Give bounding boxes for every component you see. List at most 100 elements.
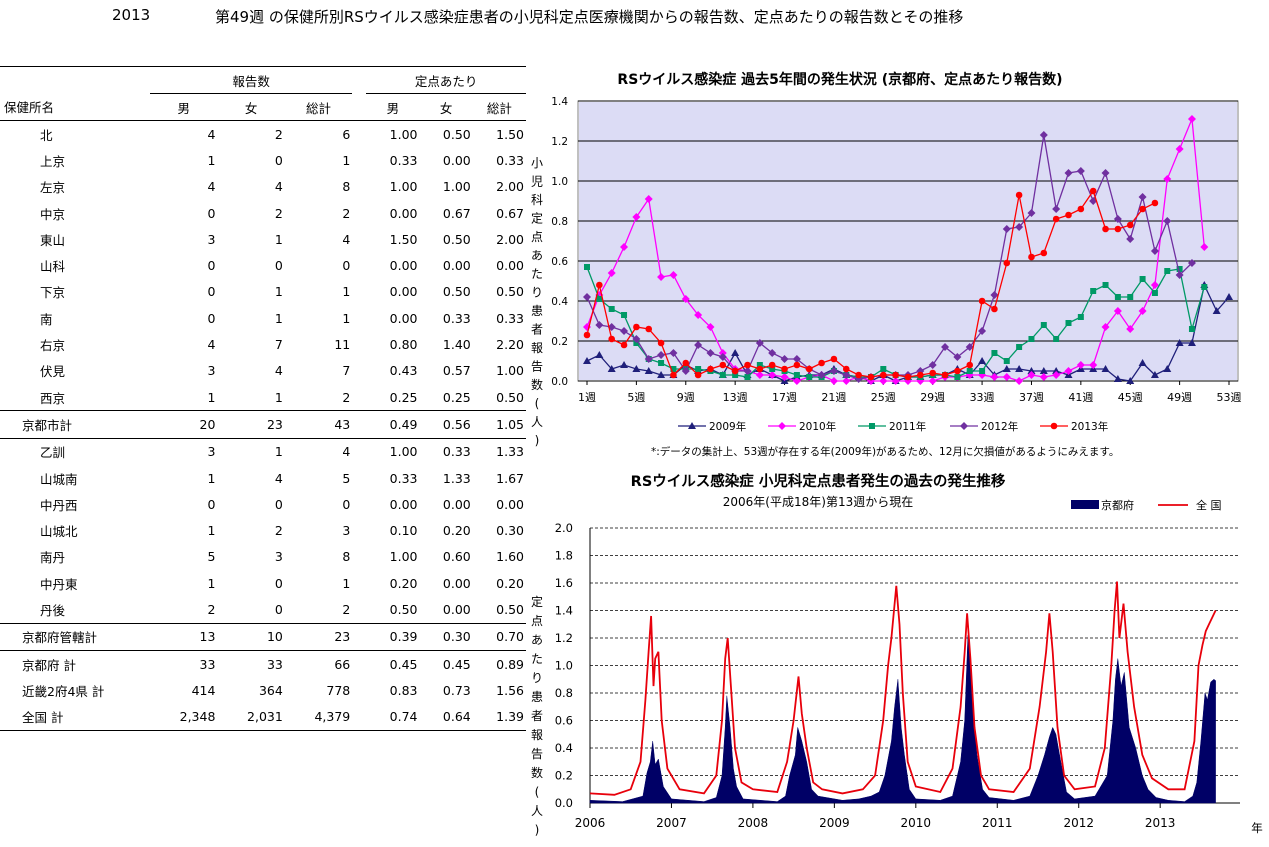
chart1-point: [768, 349, 777, 357]
cell-per-pt: 1.56: [496, 682, 524, 698]
chart1-point: [1076, 361, 1085, 369]
cell-per-pf: 0.33: [442, 444, 471, 460]
chart1-point: [744, 361, 751, 369]
cell-count-t: 5: [342, 470, 351, 486]
cell-per-pf: 0.33: [442, 310, 471, 326]
chart1-point: [1002, 225, 1011, 233]
table-row: 右京 4 7 11 0.80 1.40 2.20: [0, 331, 526, 357]
chart1-point: [928, 377, 937, 385]
cell-gap: [352, 703, 367, 731]
chart1-point: [1187, 339, 1196, 346]
cell-per-pm: 0.83: [389, 682, 418, 698]
cell-per-pm: 0.20: [389, 575, 418, 591]
chart1-point: [694, 371, 702, 379]
table-row: 京都府 計 33 33 66 0.45 0.45 0.89: [0, 650, 526, 677]
chart1-point: [768, 361, 776, 369]
chart1-point: [1188, 326, 1195, 332]
chart1-point: [620, 341, 628, 349]
cell-count-m: 2,348: [150, 703, 218, 731]
table-row: 左京 4 4 8 1.00 1.00 2.00: [0, 174, 526, 200]
chart1-point: [1175, 339, 1184, 346]
chart1-point: [941, 371, 949, 379]
chart1-point: [670, 371, 677, 379]
chart1-point: [1015, 223, 1024, 231]
cell-count-f: 1: [274, 310, 283, 326]
row-name: 北: [40, 127, 53, 143]
chart1-point: [1016, 344, 1023, 350]
chart1-point: [681, 295, 690, 303]
cell-name: 山城南: [0, 465, 150, 491]
cell-count-f: 2,031: [217, 703, 285, 731]
cell-per-pt: 1.05: [472, 410, 526, 439]
cell-per-pf: 0.00: [442, 152, 471, 168]
chart1-point: [941, 343, 950, 351]
chart1-y-tick-label: 1.4: [551, 96, 568, 108]
cell-name: 中丹東: [0, 570, 150, 596]
chart1-point: [818, 359, 825, 367]
chart1-point: [682, 359, 690, 367]
cell-count-f: 0: [274, 496, 283, 512]
cell-count-m: 3: [207, 231, 216, 247]
chart1-point: [1090, 288, 1097, 294]
chart1-y-tick-label: 0.8: [551, 216, 568, 228]
cell-per-pm: 1.50: [389, 231, 418, 247]
cell-name: 山城北: [0, 517, 150, 543]
chart1-x-tick-label: 33週: [970, 391, 995, 404]
cell-per-pm: 1.00: [389, 444, 418, 460]
col-male-header: 男: [150, 93, 218, 121]
group-per-header: 定点あたり: [366, 66, 526, 94]
row-name: 南: [40, 311, 53, 327]
chart1-point: [1089, 361, 1098, 369]
chart1-point: [928, 361, 937, 369]
chart1-point: [842, 365, 850, 373]
chart1-point: [695, 366, 702, 372]
chart1-point: [1052, 367, 1061, 374]
cell-name: 伏見: [0, 358, 150, 384]
chart1-point: [1027, 371, 1036, 379]
cell-count-t: 8: [342, 549, 351, 565]
cell-count-f: 0: [274, 152, 283, 168]
chart1-footnote: *:データの集計上、53週が存在する年(2009年)があるため、12月に欠損値が…: [651, 445, 1119, 458]
col-per-female-header: 女: [419, 93, 473, 121]
chart1-point: [830, 355, 838, 363]
chart1-point: [1150, 281, 1159, 289]
chart1-point: [879, 377, 888, 385]
cell-count-t: 7: [342, 363, 351, 379]
cell-per-pt: 2.00: [496, 231, 524, 247]
chart1-point: [1101, 323, 1110, 331]
cell-count-m: 20: [150, 410, 218, 439]
chart1-point: [620, 361, 629, 368]
chart1-point: [792, 377, 801, 385]
chart1-point: [1065, 320, 1072, 326]
col-per-total-header: 総計: [472, 93, 526, 121]
chart1-point: [1127, 294, 1134, 300]
table-row: 京都府管轄計 13 10 23 0.39 0.30 0.70: [0, 622, 526, 651]
cell-per-pt: 0.00: [496, 496, 524, 512]
header-gap: [352, 66, 367, 94]
cell-count-f: 23: [217, 410, 285, 439]
cell-per-pf: 0.25: [419, 383, 473, 412]
cell-per-pf: 0.64: [419, 703, 473, 731]
chart1-y-axis-label: 児: [531, 175, 543, 189]
chart1-point: [633, 323, 640, 331]
cell-per-pm: 0.00: [389, 496, 418, 512]
chart1-title: RSウイルス感染症 過去5年間の発生状況 (京都府、定点あたり報告数): [617, 71, 1062, 88]
cell-count-t: 11: [334, 337, 351, 353]
cell-count-f: 2: [274, 126, 283, 142]
chart1-point: [608, 306, 615, 312]
cell-per-pm: 0.74: [366, 703, 420, 731]
chart1-point: [1039, 367, 1048, 374]
cell-per-pt: 0.20: [496, 575, 524, 591]
cell-per-pf: 1.33: [442, 470, 471, 486]
table-row: 京都市計 20 23 43 0.49 0.56 1.05: [0, 410, 526, 439]
chart1-point: [1015, 191, 1023, 199]
cell-count-f: 4: [274, 179, 283, 195]
group-report-header: 報告数: [150, 66, 353, 94]
cell-count-t: 4: [342, 444, 351, 460]
table-row: 南丹 5 3 8 1.00 0.60 1.60: [0, 544, 526, 570]
table-row: 北 4 2 6 1.00 0.50 1.50: [0, 121, 526, 148]
cell-per-pf: 0.50: [442, 231, 471, 247]
cell-per-pf: 0.20: [442, 523, 471, 539]
cell-per-pf: 1.40: [442, 337, 471, 353]
chart1-point: [1028, 336, 1035, 342]
